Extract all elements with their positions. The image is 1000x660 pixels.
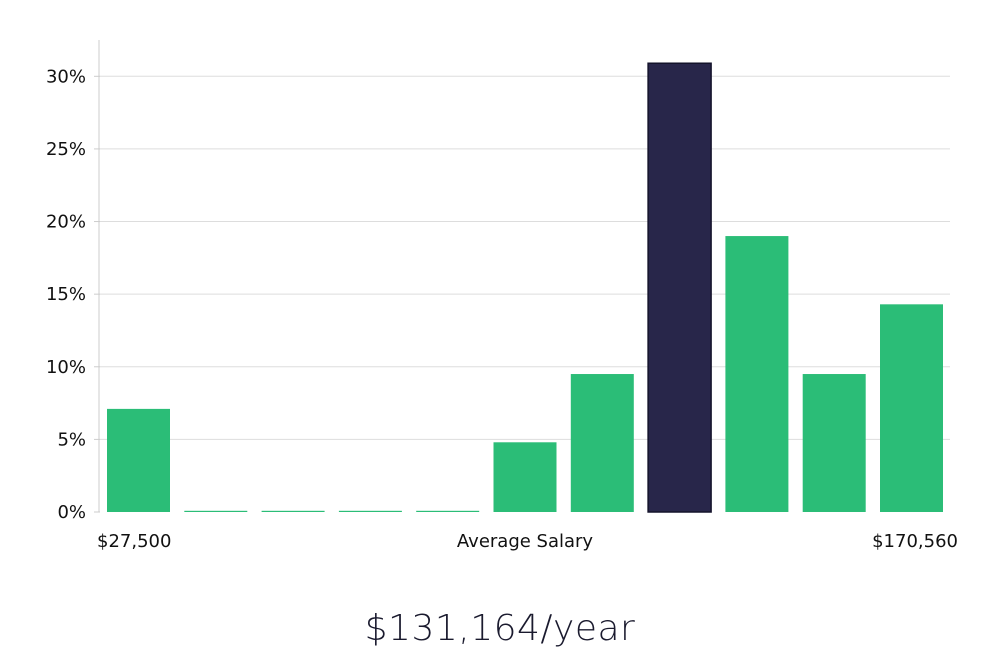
bar-11: [880, 304, 943, 512]
y-tick-label-15: 15%: [46, 284, 86, 305]
bar-4: [338, 510, 402, 512]
bar-1: [107, 408, 170, 512]
x-min-label: $27,500: [97, 531, 171, 552]
bar-3: [261, 510, 325, 512]
bar-9: [725, 236, 789, 513]
bars: [107, 62, 943, 513]
x-max-label: $170,560: [872, 531, 958, 552]
bar-5: [416, 510, 480, 512]
x-axis-title: Average Salary: [457, 531, 594, 552]
bar-10: [802, 374, 866, 512]
y-tick-label-5: 5%: [57, 429, 86, 450]
bar-highlighted-8: [647, 62, 712, 513]
y-tick-label-10: 10%: [46, 357, 86, 378]
bar-6: [493, 442, 557, 512]
bar-2: [184, 510, 248, 512]
y-tick-label-30: 30%: [46, 66, 86, 87]
salary-distribution-chart: 0% 5% 10% 15% 20% 25% 30% $27,500 Average Sala…: [46, 40, 958, 552]
y-tick-label-25: 25%: [46, 139, 86, 160]
y-axis-ticks: 0% 5% 10% 15% 20% 25% 30%: [46, 66, 100, 523]
y-tick-label-0: 0%: [57, 502, 86, 523]
bar-7: [570, 374, 634, 512]
average-salary-value: $131,164/year: [364, 608, 636, 649]
y-tick-label-20: 20%: [46, 212, 86, 233]
